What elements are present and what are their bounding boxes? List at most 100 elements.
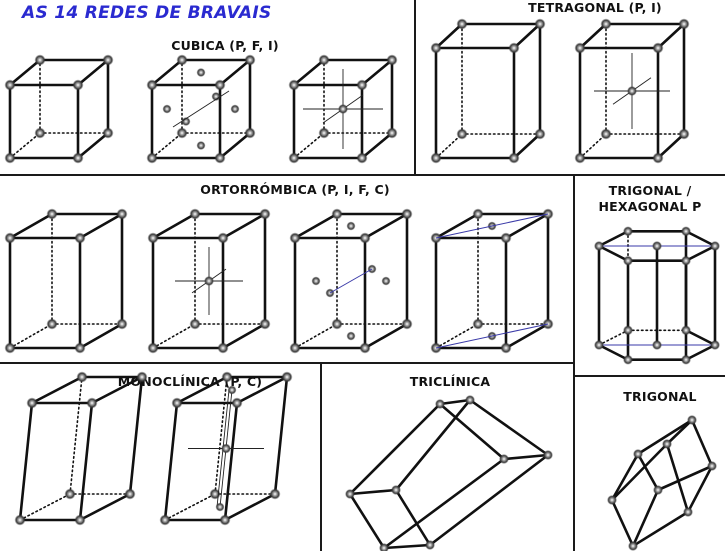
- atom: [176, 127, 188, 139]
- atom: [508, 152, 520, 164]
- atom: [4, 232, 16, 244]
- atom: [401, 318, 413, 330]
- atom: [623, 325, 633, 336]
- atom: [499, 454, 509, 464]
- section-title-cubica: CUBICA (P, F, I): [171, 38, 279, 53]
- atom: [4, 342, 16, 354]
- atom: [623, 226, 633, 237]
- atom: [34, 127, 46, 139]
- atom: [623, 255, 633, 266]
- atom: [683, 507, 693, 517]
- atom: [215, 502, 225, 512]
- atom: [627, 86, 637, 96]
- atom: [652, 42, 664, 54]
- atom: [356, 79, 368, 91]
- atom: [288, 152, 300, 164]
- atom: [26, 397, 38, 409]
- atom: [288, 79, 300, 91]
- atom: [162, 104, 172, 114]
- atom: [14, 514, 26, 526]
- atom: [4, 152, 16, 164]
- atom: [72, 79, 84, 91]
- section-title-ortorrombica: ORTORRÓMBICA (P, I, F, C): [200, 182, 390, 197]
- atom: [102, 127, 114, 139]
- lattice-orthorhombic-c: [430, 208, 554, 354]
- atom: [508, 42, 520, 54]
- atom: [681, 325, 691, 336]
- atom: [289, 342, 301, 354]
- atom: [707, 461, 717, 471]
- atom: [281, 371, 293, 383]
- atom: [594, 340, 604, 350]
- lattice-monoclinic-p: [14, 371, 148, 526]
- atom: [500, 232, 512, 244]
- atom: [189, 208, 201, 220]
- lattice-cubic-f: [146, 54, 256, 164]
- atom: [534, 18, 546, 30]
- atom: [46, 208, 58, 220]
- atom: [214, 79, 226, 91]
- divider-row2-left: [0, 362, 573, 364]
- atom: [687, 415, 697, 425]
- atom: [76, 371, 88, 383]
- atom: [391, 485, 401, 495]
- section-title-trigonal-hex-1: TRIGONAL /: [608, 183, 692, 198]
- atom: [72, 152, 84, 164]
- lattice-tetragonal-p: [430, 18, 546, 164]
- atom: [472, 208, 484, 220]
- atom: [189, 318, 201, 330]
- lattice-monoclinic-c: [159, 371, 293, 526]
- atom: [34, 54, 46, 66]
- atom: [338, 104, 348, 114]
- atom: [219, 514, 231, 526]
- atom: [381, 276, 391, 286]
- atom: [159, 514, 171, 526]
- atom: [681, 255, 691, 266]
- atom: [379, 543, 389, 551]
- atom: [214, 152, 226, 164]
- atom: [171, 397, 183, 409]
- lattice-orthorhombic-f: [289, 208, 413, 354]
- atom: [244, 127, 256, 139]
- atom: [662, 439, 672, 449]
- lattice-hexagonal-p: [594, 226, 720, 365]
- atom: [74, 514, 86, 526]
- lattice-orthorhombic-i: [147, 208, 271, 354]
- atom: [456, 18, 468, 30]
- atom: [102, 54, 114, 66]
- atom: [269, 488, 281, 500]
- atom: [600, 128, 612, 140]
- atom: [217, 342, 229, 354]
- atom: [430, 152, 442, 164]
- atom: [430, 42, 442, 54]
- atom: [346, 331, 356, 341]
- atom: [124, 488, 136, 500]
- atom: [204, 276, 214, 286]
- section-title-trigonal: TRIGONAL: [623, 389, 697, 404]
- atom: [196, 68, 206, 77]
- atom: [456, 128, 468, 140]
- atom: [574, 152, 586, 164]
- atom: [116, 318, 128, 330]
- atom: [74, 342, 86, 354]
- atom: [4, 79, 16, 91]
- atom: [359, 342, 371, 354]
- atom: [176, 54, 188, 66]
- atom: [465, 395, 475, 405]
- atom: [147, 342, 159, 354]
- atom: [386, 54, 398, 66]
- lattice-cubic-p: [4, 54, 114, 164]
- atom: [435, 399, 445, 409]
- atom: [230, 104, 240, 114]
- atom: [386, 127, 398, 139]
- atom: [346, 221, 356, 231]
- atom: [500, 342, 512, 354]
- atom: [331, 318, 343, 330]
- atom: [244, 54, 256, 66]
- atom: [681, 354, 691, 365]
- atom: [356, 152, 368, 164]
- atom: [628, 541, 638, 551]
- lattice-trigonal-r: [607, 415, 717, 551]
- atom: [534, 128, 546, 140]
